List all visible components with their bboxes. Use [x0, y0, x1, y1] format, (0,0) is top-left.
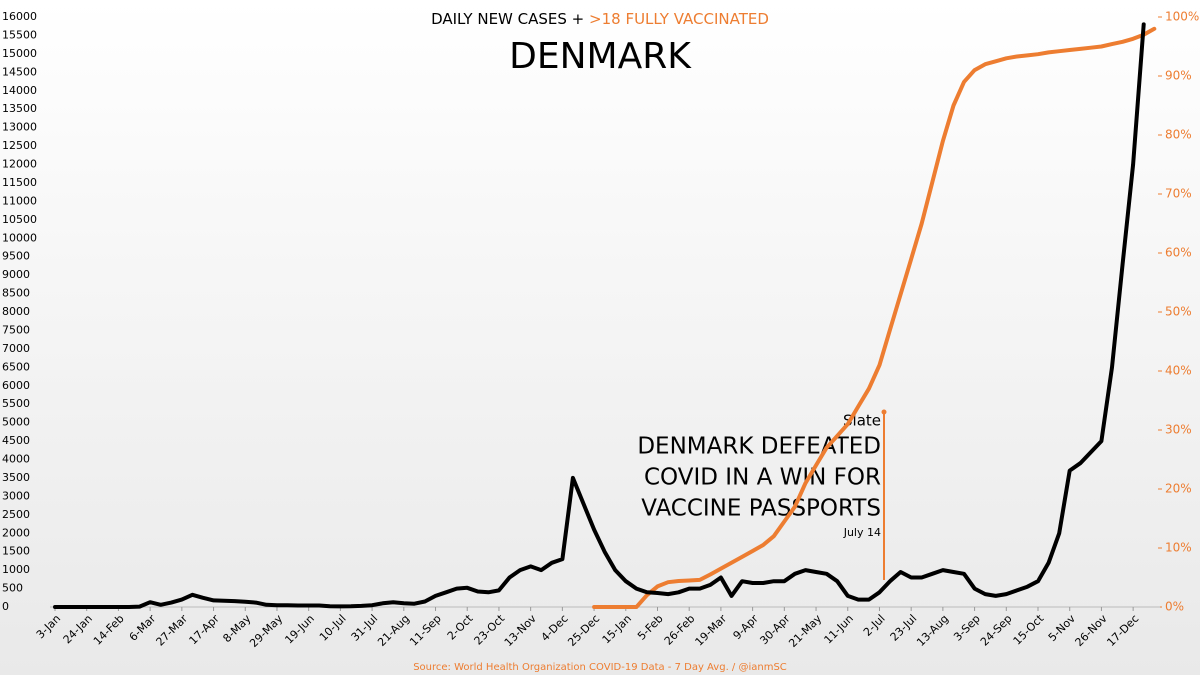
- y-tick-label: 3500: [2, 471, 30, 484]
- y2-tick-label: 40%: [1165, 364, 1192, 378]
- y-tick-label: 1000: [2, 563, 30, 576]
- y-tick-label: 13500: [2, 102, 37, 115]
- y-tick-label: 4000: [2, 453, 30, 466]
- y2-tick-label: 30%: [1165, 423, 1192, 437]
- y-tick-label: 2000: [2, 526, 30, 539]
- y-tick-label: 12000: [2, 158, 37, 171]
- title-highlight: >18 FULLY VACCINATED: [589, 10, 769, 28]
- y-tick-label: 9500: [2, 250, 30, 263]
- y2-tick-label: 80%: [1165, 128, 1192, 142]
- annotation-headline: DENMARK DEFEATED: [637, 434, 881, 460]
- y-tick-label: 6500: [2, 360, 30, 373]
- y-tick-label: 8500: [2, 287, 30, 300]
- title-main: DAILY NEW CASES +: [431, 10, 584, 28]
- y-tick-label: 16000: [2, 10, 37, 23]
- y-tick-label: 3000: [2, 489, 30, 502]
- y2-tick-label: 100%: [1165, 10, 1199, 24]
- annotation-date: July 14: [843, 526, 881, 539]
- series-line: [53, 22, 1146, 609]
- y-tick-label: 14500: [2, 65, 37, 78]
- chart-subtitle: DENMARK: [509, 36, 692, 77]
- chart-title: DAILY NEW CASES + >18 FULLY VACCINATED: [431, 10, 769, 28]
- y-tick-label: 5500: [2, 397, 30, 410]
- y2-tick-label: 70%: [1165, 187, 1192, 201]
- y-tick-label: 2500: [2, 508, 30, 521]
- y-tick-label: 0: [2, 600, 9, 613]
- y-tick-label: 6000: [2, 379, 30, 392]
- y-tick-label: 5000: [2, 416, 30, 429]
- annotation-headline: COVID IN A WIN FOR: [644, 465, 881, 491]
- y2-tick-label: 90%: [1165, 69, 1192, 83]
- y-tick-label: 11500: [2, 176, 37, 189]
- y-tick-label: 7500: [2, 323, 30, 336]
- annotation-dot: [881, 409, 887, 415]
- y-tick-label: 8000: [2, 305, 30, 318]
- y-tick-label: 9000: [2, 268, 30, 281]
- y-tick-label: 12500: [2, 139, 37, 152]
- y-tick-label: 15500: [2, 28, 37, 41]
- y2-tick-label: 0%: [1165, 600, 1184, 614]
- y-tick-label: 1500: [2, 545, 30, 558]
- y-tick-label: 10000: [2, 231, 37, 244]
- annotation-headline: VACCINE PASSPORTS: [641, 496, 881, 522]
- y2-tick-label: 50%: [1165, 305, 1192, 319]
- y-tick-label: 11000: [2, 194, 37, 207]
- y-tick-label: 10500: [2, 213, 37, 226]
- y-tick-label: 13000: [2, 121, 37, 134]
- y-tick-label: 14000: [2, 84, 37, 97]
- y2-tick-label: 20%: [1165, 482, 1192, 496]
- y-tick-label: 7000: [2, 342, 30, 355]
- source: Source: World Health Organization COVID-…: [413, 662, 787, 673]
- y-tick-label: 4500: [2, 434, 30, 447]
- y-tick-label: 500: [2, 582, 23, 595]
- y2-tick-label: 60%: [1165, 246, 1192, 260]
- y2-tick-label: 10%: [1165, 541, 1192, 555]
- series-line: [592, 26, 1157, 609]
- y-tick-label: 15000: [2, 47, 37, 60]
